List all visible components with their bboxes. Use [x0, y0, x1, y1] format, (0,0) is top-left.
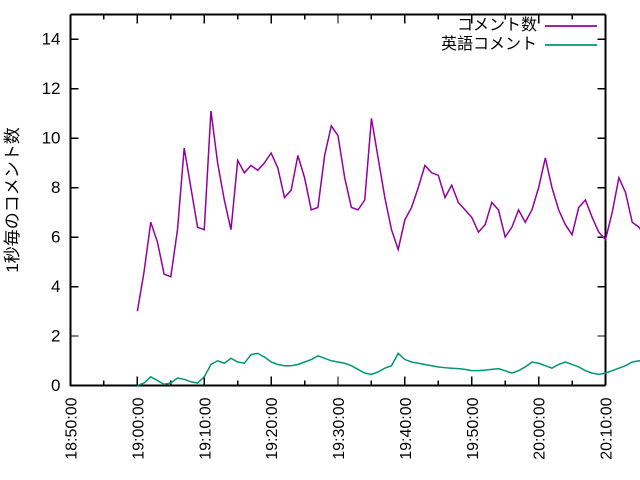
- x-axis-ticks: 18:50:00 19:00:00 19:10:00 19:20:00 19:30:00…: [64, 13, 616, 460]
- data-series: [136, 110, 640, 387]
- series-line-1: [136, 110, 640, 312]
- legend-label-1: コメント数: [457, 16, 537, 34]
- y-axis-ticks: 0 2 4 6 8 10 12 14: [42, 30, 79, 395]
- y-tick-label: 12: [42, 79, 61, 98]
- y-axis-title: 1秒毎のコメント数: [3, 127, 22, 272]
- y-tick-label: 0: [51, 376, 60, 395]
- y-tick-label: 8: [51, 178, 60, 197]
- y-tick-label: 2: [51, 327, 60, 346]
- y-tick-label: 10: [42, 129, 61, 148]
- axes: [69, 14, 606, 387]
- y-tick-label: 14: [42, 30, 61, 49]
- x-tick-label: 19:00:00: [130, 397, 147, 459]
- axis-frame: [69, 14, 606, 387]
- x-tick-label: 18:50:00: [64, 397, 81, 459]
- x-tick-label: 20:00:00: [532, 397, 549, 459]
- legend-label-2: 英語コメント: [441, 35, 537, 53]
- y-tick-label: 4: [51, 277, 60, 296]
- y-tick-label: 6: [51, 228, 60, 247]
- x-tick-label: 19:20:00: [264, 397, 281, 459]
- x-tick-label: 20:10:00: [599, 397, 616, 459]
- x-tick-label: 19:50:00: [465, 397, 482, 459]
- x-tick-label: 19:40:00: [398, 397, 415, 459]
- x-tick-label: 19:30:00: [331, 397, 348, 459]
- x-tick-label: 19:10:00: [197, 397, 214, 459]
- y-axis-label: 1秒毎のコメント数: [3, 127, 22, 272]
- series-line-2: [137, 352, 640, 387]
